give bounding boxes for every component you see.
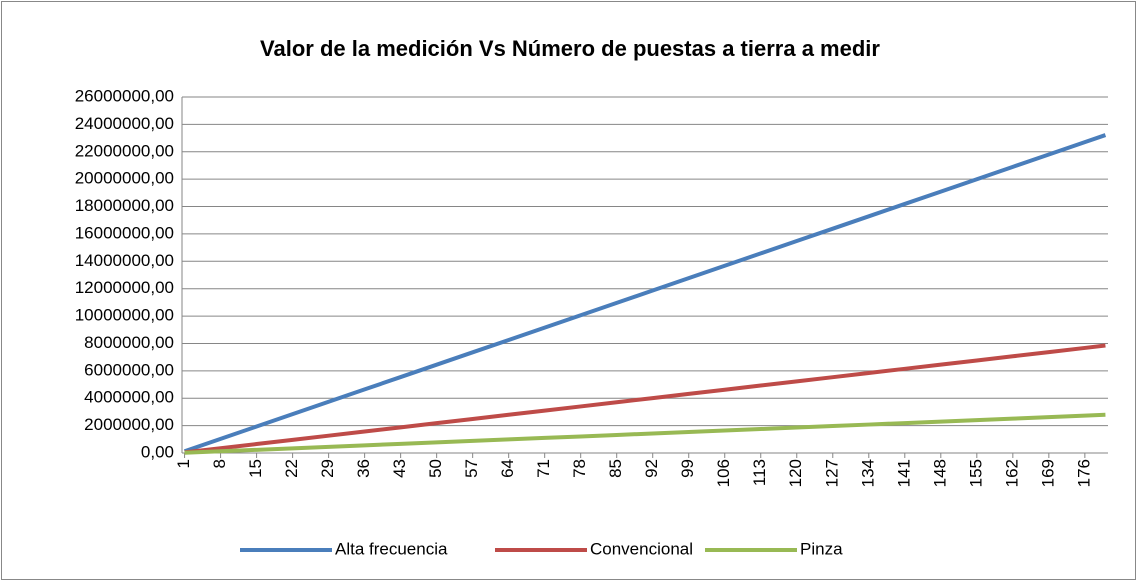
x-tick-label: 36 xyxy=(354,459,373,478)
x-tick-label: 64 xyxy=(498,459,517,478)
x-tick-label: 57 xyxy=(462,459,481,478)
legend-label: Convencional xyxy=(590,539,693,558)
x-tick-label: 8 xyxy=(210,459,229,468)
legend-label: Pinza xyxy=(800,539,843,558)
x-tick-label: 29 xyxy=(318,459,337,478)
x-tick-label: 113 xyxy=(750,459,769,486)
x-tick-label: 134 xyxy=(858,459,877,487)
y-tick-label: 2000000,00 xyxy=(84,415,174,434)
legend-label: Alta frecuencia xyxy=(335,539,448,558)
y-tick-label: 14000000,00 xyxy=(75,251,174,270)
y-tick-label: 18000000,00 xyxy=(75,196,174,215)
x-tick-label: 127 xyxy=(822,459,841,487)
y-tick-label: 22000000,00 xyxy=(75,141,174,160)
x-tick-label: 43 xyxy=(390,459,409,478)
x-tick-label: 92 xyxy=(642,459,661,478)
y-tick-label: 12000000,00 xyxy=(75,278,174,297)
x-tick-label: 155 xyxy=(966,459,985,487)
x-tick-label: 15 xyxy=(246,459,265,478)
x-tick-label: 106 xyxy=(714,459,733,487)
x-tick-label: 71 xyxy=(534,459,553,478)
y-tick-label: 20000000,00 xyxy=(75,169,174,188)
y-tick-label: 6000000,00 xyxy=(84,360,174,379)
y-tick-label: 24000000,00 xyxy=(75,114,174,133)
x-tick-label: 50 xyxy=(426,459,445,478)
line xyxy=(184,412,1106,455)
line xyxy=(183,133,1107,454)
y-tick-label: 16000000,00 xyxy=(75,223,174,242)
y-tick-label: 4000000,00 xyxy=(84,388,174,407)
x-tick-label: 176 xyxy=(1074,459,1093,487)
x-tick-label: 78 xyxy=(570,459,589,478)
y-tick-label: 0,00 xyxy=(141,442,174,461)
x-tick-label: 141 xyxy=(894,459,913,487)
y-tick-label: 10000000,00 xyxy=(75,306,174,325)
x-tick-label: 22 xyxy=(282,459,301,478)
y-tick-label: 8000000,00 xyxy=(84,333,174,352)
line xyxy=(184,343,1106,455)
x-tick-label: 148 xyxy=(930,459,949,487)
x-tick-label: 1 xyxy=(174,459,193,468)
x-tick-label: 169 xyxy=(1038,459,1057,487)
x-tick-label: 120 xyxy=(786,459,805,487)
chart-title: Valor de la medición Vs Número de puesta… xyxy=(260,36,880,61)
y-tick-label: 26000000,00 xyxy=(75,86,174,105)
x-tick-label: 162 xyxy=(1002,459,1021,487)
x-tick-label: 99 xyxy=(678,459,697,478)
x-tick-label: 85 xyxy=(606,459,625,478)
